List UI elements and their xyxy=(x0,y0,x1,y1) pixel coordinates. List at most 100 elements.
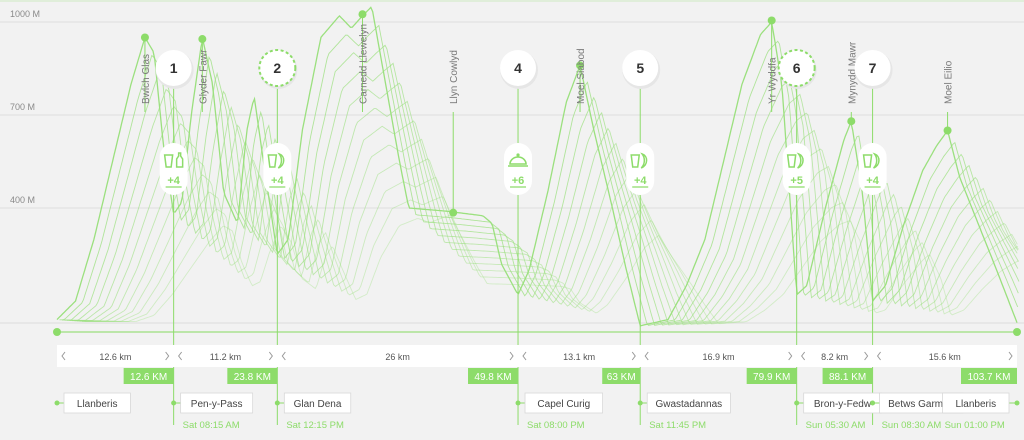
peak-label: Yr Wyddfa xyxy=(768,57,779,104)
chevron-left-icon[interactable] xyxy=(644,351,649,361)
chevron-right-icon[interactable] xyxy=(268,351,273,361)
aid-station-pill[interactable] xyxy=(626,143,655,195)
chevron-left-icon[interactable] xyxy=(281,351,286,361)
checkpoint-badge[interactable] xyxy=(155,50,192,86)
elevation-contour xyxy=(77,158,1019,325)
cumulative-distance: 79.9 KM xyxy=(753,372,790,383)
chevron-right-icon[interactable] xyxy=(1008,351,1013,361)
location-tag[interactable]: Llanberis Sun 01:00 PM xyxy=(942,392,1020,431)
peak-dot xyxy=(943,126,952,135)
peak-marker: Llyn Cowlyd xyxy=(449,50,460,217)
location-name: Bron-y-Fedw xyxy=(814,399,872,410)
location-box[interactable] xyxy=(63,392,131,414)
cup-shape xyxy=(786,154,797,168)
location-box[interactable] xyxy=(283,392,352,414)
peak-marker: Carnedd Llewelyn xyxy=(358,10,369,112)
segment[interactable]: 12.6 km 12.6 KM xyxy=(61,351,174,384)
aid-bonus: +5 xyxy=(790,175,803,187)
chevron-right-icon[interactable] xyxy=(509,351,514,361)
peak-marker: Moel Siabod xyxy=(576,48,587,112)
y-tick-label: 700 M xyxy=(10,102,35,112)
elevation-contour xyxy=(79,176,1018,325)
cumulative-badge xyxy=(227,368,278,384)
checkpoint-number: 2 xyxy=(273,60,281,76)
chevron-right-icon[interactable] xyxy=(631,351,636,361)
location-time: Sat 08:15 AM xyxy=(183,420,240,431)
cloche-dome xyxy=(509,156,527,165)
cumulative-distance: 23.8 KM xyxy=(234,372,271,383)
cumulative-distance: 12.6 KM xyxy=(130,372,167,383)
cup-shape xyxy=(163,154,174,168)
segment-distance: 15.6 km xyxy=(929,352,961,362)
segment[interactable]: 8.2 km 88.1 KM xyxy=(801,351,873,384)
checkpoint[interactable]: 6 +5 xyxy=(777,49,817,425)
peak-dot xyxy=(576,61,585,70)
peak-marker: Bwlch Glas xyxy=(140,33,152,112)
chevron-right-icon[interactable] xyxy=(864,351,869,361)
segment[interactable]: 16.9 km 79.9 KM xyxy=(644,351,797,384)
segment-distance: 13.1 km xyxy=(563,352,595,362)
peak-label: Moel Eilio xyxy=(944,60,955,104)
aid-station-pill[interactable] xyxy=(504,143,533,195)
segment-distance: 26 km xyxy=(385,352,410,362)
checkpoint-badge[interactable] xyxy=(854,50,891,86)
checkpoint[interactable]: 1 +4 xyxy=(155,50,194,425)
checkpoint[interactable]: 5 +4 xyxy=(622,50,661,425)
aid-bonus: +4 xyxy=(866,175,879,187)
segment[interactable]: 11.2 km 23.8 KM xyxy=(178,351,278,384)
segment[interactable]: 26 km 49.8 KM xyxy=(281,351,519,384)
cup-banana-icon xyxy=(786,152,804,169)
chevron-right-icon[interactable] xyxy=(165,351,170,361)
segment-bar xyxy=(57,345,1017,367)
chevron-left-icon[interactable] xyxy=(61,351,66,361)
y-tick-label: 1000 M xyxy=(10,9,40,19)
location-tag[interactable]: Capel Curig Sat 08:00 PM xyxy=(515,392,604,431)
location-tag[interactable]: Bron-y-Fedw Sun 05:30 AM xyxy=(794,392,882,431)
aid-bonus: +4 xyxy=(634,175,647,187)
cup-bottle-icon xyxy=(163,152,184,168)
location-box[interactable] xyxy=(942,392,1010,414)
peak-marker: Yr Wyddfa xyxy=(767,16,779,112)
location-tag[interactable]: Pen-y-Pass Sat 08:15 AM xyxy=(171,392,254,431)
aid-station-pill[interactable] xyxy=(263,143,292,195)
location-tag[interactable]: Glan Dena Sat 12:15 PM xyxy=(274,392,352,431)
cup-banana-icon xyxy=(630,152,648,169)
checkpoint-badge[interactable] xyxy=(622,50,659,86)
location-box[interactable] xyxy=(524,392,604,414)
peak-marker: Moel Eilio xyxy=(943,60,955,135)
segment-distance: 11.2 km xyxy=(210,352,241,362)
elevation-contour xyxy=(67,82,1019,326)
banana-shape xyxy=(277,152,285,169)
location-tag[interactable]: Llanberis xyxy=(54,392,131,414)
location-name: Betws Garmon xyxy=(888,399,954,410)
cumulative-badge xyxy=(961,368,1017,384)
segment[interactable]: 13.1 km 63 KM xyxy=(522,351,641,384)
segment[interactable]: 15.6 km 103.7 KM xyxy=(876,351,1017,384)
aid-bonus: +6 xyxy=(512,175,525,187)
checkpoint-badge[interactable] xyxy=(500,50,537,86)
location-box[interactable] xyxy=(180,392,254,414)
aid-station-pill[interactable] xyxy=(858,143,887,195)
chevron-left-icon[interactable] xyxy=(801,351,806,361)
cloche-icon xyxy=(508,153,529,167)
chevron-left-icon[interactable] xyxy=(522,351,527,361)
chevron-left-icon[interactable] xyxy=(178,351,183,361)
cumulative-distance: 49.8 KM xyxy=(474,372,511,383)
cumulative-badge xyxy=(468,368,519,384)
checkpoint[interactable]: 7 +4 xyxy=(854,50,893,425)
cup-shape xyxy=(630,154,641,168)
checkpoint-badge[interactable] xyxy=(258,49,297,87)
peak-dot xyxy=(198,35,207,44)
location-tag[interactable]: Gwastadannas Sat 11:45 PM xyxy=(637,392,731,431)
checkpoint-number: 6 xyxy=(793,60,801,76)
location-tag[interactable]: Betws Garmon Sun 08:30 AM xyxy=(870,392,964,431)
location-name: Llanberis xyxy=(77,399,118,410)
location-time: Sun 01:00 PM xyxy=(945,420,1005,431)
checkpoint-badge[interactable] xyxy=(777,49,816,87)
checkpoint[interactable]: 2 +4 xyxy=(258,49,298,425)
chevron-right-icon[interactable] xyxy=(788,351,793,361)
aid-station-pill[interactable] xyxy=(782,143,811,195)
location-box[interactable] xyxy=(646,392,731,414)
chevron-left-icon[interactable] xyxy=(876,351,881,361)
